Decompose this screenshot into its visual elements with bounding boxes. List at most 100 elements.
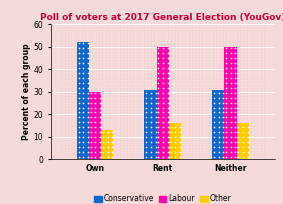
Point [173,92,177,95]
Point [255,105,260,109]
Point [169,59,173,62]
Point [73,34,77,37]
Point [142,45,146,48]
Point [238,23,243,26]
Point [186,48,191,51]
Point [83,78,87,81]
Point [241,42,246,45]
Point [128,138,132,142]
Point [85,71,90,75]
Point [259,89,263,92]
Point [255,111,260,114]
Point [255,50,260,54]
Point [93,67,98,70]
Point [200,119,205,122]
Point [169,100,173,103]
Point [255,119,260,122]
Point [76,122,81,125]
Point [200,83,205,86]
Point [81,96,85,99]
Point [186,111,191,114]
Point [190,111,194,114]
Point [83,64,87,67]
Point [90,53,94,56]
Point [85,42,90,45]
Point [100,146,105,150]
Point [166,106,170,109]
Point [252,152,256,155]
Point [114,53,119,56]
Point [179,26,184,29]
Point [128,34,132,37]
Point [144,91,149,94]
Point [83,141,87,144]
Point [97,81,101,84]
Point [221,28,225,32]
Point [162,56,167,59]
Point [166,94,170,98]
Point [166,53,170,56]
Point [69,42,74,45]
Point [231,50,236,54]
Point [93,144,98,147]
Point [211,100,215,103]
Point [76,111,81,114]
Point [214,97,218,100]
Point [83,146,87,150]
Point [166,111,170,114]
Point [83,45,87,48]
Point [186,92,191,95]
Point [93,126,98,129]
Point [121,48,125,51]
Point [93,138,98,142]
Point [231,94,236,98]
Point [203,146,208,150]
Point [238,105,243,109]
Point [104,124,108,128]
Point [155,116,160,120]
Point [252,146,256,150]
Point [69,149,74,153]
Point [255,28,260,32]
Point [228,105,232,109]
Point [145,86,149,89]
Point [76,111,81,114]
Point [217,31,222,34]
Point [153,155,158,159]
Point [252,28,256,32]
Point [238,67,243,70]
Point [193,83,198,86]
Point [110,59,115,62]
Point [159,122,163,125]
Point [121,97,125,100]
Point [76,135,81,139]
Point [228,67,232,70]
Point [93,37,98,40]
Point [173,56,177,59]
Point [229,150,233,154]
Point [183,78,187,81]
Point [66,111,70,114]
Point [241,37,246,40]
Point [183,111,187,114]
Point [166,150,170,154]
Point [236,150,241,154]
Point [76,126,81,129]
Point [73,144,77,147]
Point [186,23,191,26]
Point [145,157,149,161]
Point [179,103,184,106]
Point [80,39,84,43]
Point [197,70,201,73]
Point [107,45,112,48]
Point [107,81,112,84]
Point [217,149,222,153]
Point [100,122,105,125]
Point [98,126,102,129]
Point [211,133,215,136]
Point [252,75,256,78]
Point [114,100,119,103]
Point [124,86,129,89]
Point [135,103,139,106]
Point [183,89,187,92]
